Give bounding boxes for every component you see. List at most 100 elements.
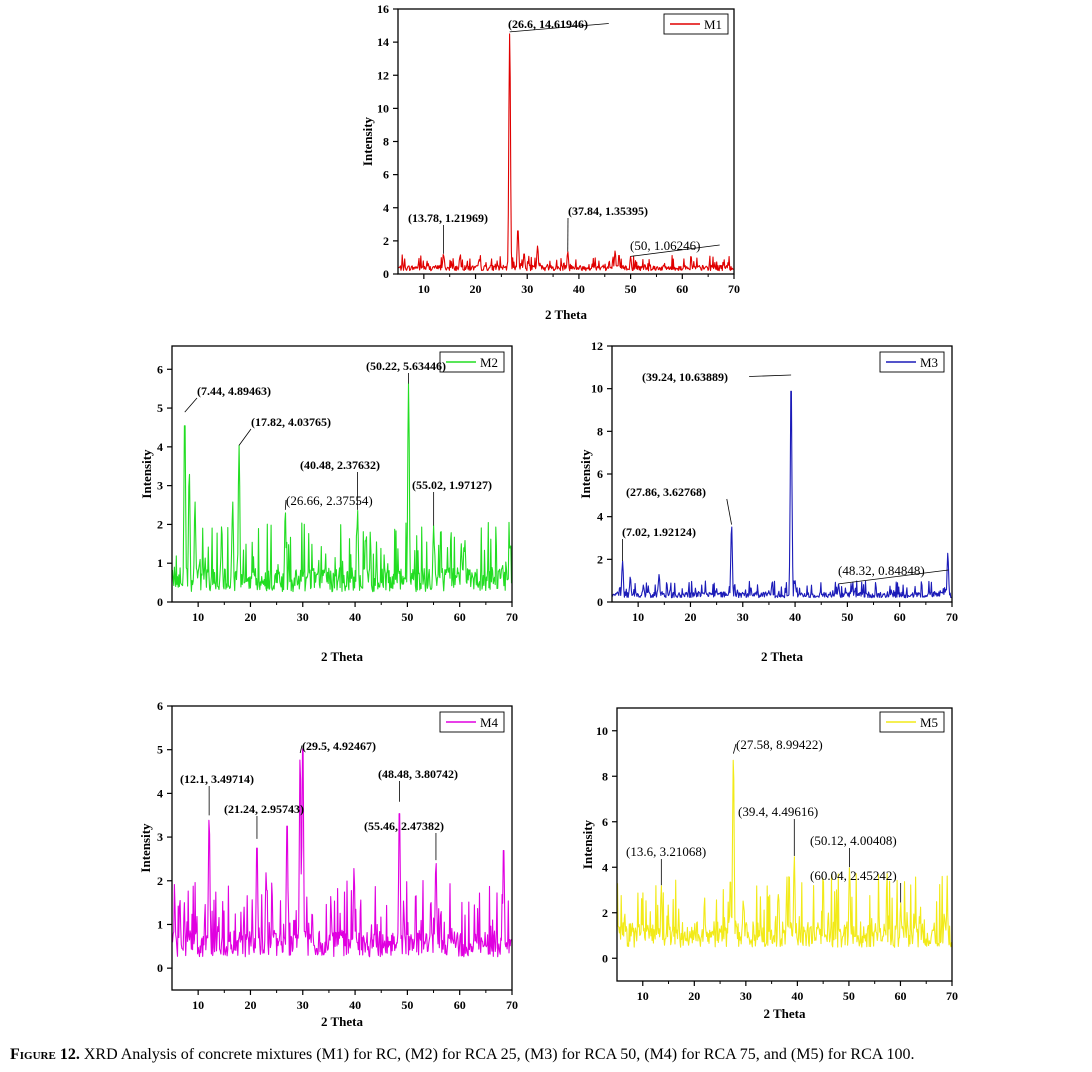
y-tick-label: 0 [597, 595, 603, 609]
y-tick-label: 4 [383, 201, 389, 215]
series-line-m4 [171, 748, 512, 958]
series-line-m5 [616, 759, 953, 948]
legend-label: M4 [480, 715, 499, 730]
y-tick-label: 0 [157, 961, 163, 975]
x-tick-label: 20 [470, 282, 482, 296]
y-tick-label: 5 [157, 743, 163, 757]
caption-text: XRD Analysis of concrete mixtures (M1) f… [79, 1046, 915, 1063]
y-tick-label: 10 [377, 101, 389, 115]
x-tick-label: 10 [192, 610, 204, 624]
x-tick-label: 60 [454, 998, 466, 1012]
legend-label: M5 [920, 715, 938, 730]
y-tick-label: 2 [602, 906, 608, 920]
y-tick-label: 8 [602, 769, 608, 783]
y-tick-label: 0 [602, 951, 608, 965]
peak-annotation: (39.4, 4.49616) [738, 804, 818, 819]
series-line-m2 [171, 382, 513, 593]
x-tick-label: 70 [728, 282, 740, 296]
figure-caption: Figure 12. XRD Analysis of concrete mixt… [10, 1046, 1090, 1064]
y-axis-label: Intensity [580, 819, 595, 869]
peak-annotation: (27.86, 3.62768) [626, 485, 706, 499]
annotation-leader [749, 374, 792, 377]
y-tick-label: 4 [602, 860, 608, 874]
x-tick-label: 50 [841, 610, 853, 624]
x-tick-label: 60 [894, 610, 906, 624]
x-axis-label: 2 Theta [321, 649, 364, 664]
y-tick-label: 0 [383, 267, 389, 281]
peak-annotation: (7.44, 4.89463) [197, 384, 271, 398]
annotation-leader [284, 499, 287, 510]
series-line-m3 [611, 390, 952, 599]
legend-m3: M3 [879, 351, 945, 373]
x-tick-label: 60 [894, 989, 906, 1003]
legend-label: M2 [480, 355, 498, 370]
peak-annotation: (37.84, 1.35395) [568, 204, 648, 218]
annotation-leader [630, 244, 720, 257]
plot-frame [616, 707, 953, 982]
y-tick-label: 4 [157, 440, 163, 454]
x-axis-label: 2 Theta [545, 307, 588, 322]
caption-label: Figure 12. [10, 1046, 80, 1063]
x-tick-label: 40 [789, 610, 801, 624]
x-tick-label: 70 [946, 989, 958, 1003]
x-tick-label: 40 [573, 282, 585, 296]
annotation-leader [726, 498, 732, 525]
x-tick-label: 20 [688, 989, 700, 1003]
x-axis-label: 2 Theta [761, 649, 804, 664]
legend-m2: M2 [439, 351, 505, 373]
x-tick-label: 50 [843, 989, 855, 1003]
y-tick-label: 3 [157, 830, 163, 844]
y-tick-label: 14 [377, 35, 389, 49]
peak-annotation: (13.6, 3.21068) [626, 844, 706, 859]
y-tick-label: 2 [597, 552, 603, 566]
chart-m1: 10 20 30 40 50 60 70 0 2 4 6 8 10 12 14 16 2 Theta Intens… [360, 2, 740, 322]
y-tick-label: 10 [596, 724, 608, 738]
x-tick-label: 50 [401, 998, 413, 1012]
chart-m4: 10 20 30 40 50 60 70 0 1 2 3 4 5 6 2 Theta Intensity M4 (… [138, 699, 518, 1029]
y-tick-label: 3 [157, 479, 163, 493]
y-tick-label: 6 [157, 699, 163, 713]
legend-label: M1 [704, 17, 722, 32]
peak-annotation: (55.02, 1.97127) [412, 478, 492, 492]
annotation-leader [299, 745, 303, 754]
annotation-leader [838, 569, 949, 585]
x-tick-label: 30 [297, 998, 309, 1012]
annotation-leader [509, 23, 609, 33]
x-tick-label: 30 [521, 282, 533, 296]
y-tick-label: 16 [377, 2, 389, 16]
y-axis-label: Intensity [360, 116, 375, 166]
peak-annotation: (7.02, 1.92124) [622, 525, 696, 539]
x-tick-label: 40 [349, 610, 361, 624]
peak-annotation: (21.24, 2.95743) [224, 802, 304, 816]
y-tick-label: 12 [591, 339, 603, 353]
peak-annotation: (55.46, 2.47382) [364, 819, 444, 833]
peak-annotation: (39.24, 10.63889) [642, 370, 728, 384]
y-tick-label: 8 [383, 135, 389, 149]
y-tick-label: 6 [157, 362, 163, 376]
x-tick-label: 20 [244, 998, 256, 1012]
y-tick-label: 6 [602, 815, 608, 829]
x-tick-label: 10 [632, 610, 644, 624]
x-tick-label: 70 [946, 610, 958, 624]
x-tick-label: 60 [454, 610, 466, 624]
y-tick-label: 1 [157, 556, 163, 570]
peak-annotation: (50.22, 5.63446) [366, 359, 446, 373]
x-tick-label: 70 [506, 610, 518, 624]
peak-annotation: (60.04, 2.45242) [810, 868, 897, 883]
x-tick-label: 30 [737, 610, 749, 624]
series-line-m1 [398, 33, 734, 272]
peak-annotation: (50.12, 4.00408) [810, 833, 897, 848]
y-tick-label: 2 [383, 234, 389, 248]
peak-annotation: (26.6, 14.61946) [508, 17, 588, 31]
y-tick-label: 2 [157, 517, 163, 531]
legend-label: M3 [920, 355, 938, 370]
x-tick-label: 50 [625, 282, 637, 296]
plot-frame [171, 705, 513, 991]
peak-annotation: (26.66, 2.37554) [286, 493, 373, 508]
y-tick-label: 0 [157, 595, 163, 609]
legend-m4: M4 [439, 711, 505, 733]
annotation-leader [238, 428, 252, 446]
x-tick-label: 20 [684, 610, 696, 624]
x-tick-label: 40 [349, 998, 361, 1012]
